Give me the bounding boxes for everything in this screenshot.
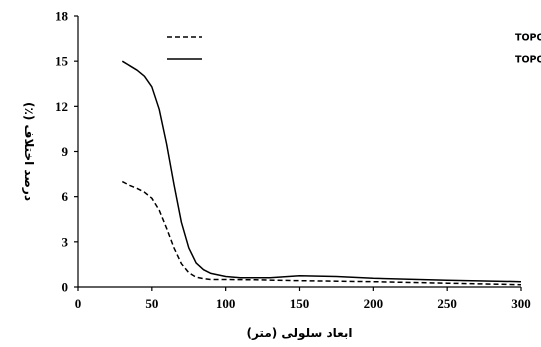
y-tick-label: 3 — [62, 234, 69, 249]
x-tick-label: 50 — [145, 296, 158, 311]
y-axis-title: درصد اختلاف (٪) — [22, 102, 36, 201]
x-tick-label: 200 — [364, 296, 384, 311]
x-tick-label: 150 — [290, 296, 310, 311]
series-line-aster — [121, 180, 522, 286]
x-tick-label: 300 — [511, 296, 531, 311]
x-tick-label: 250 — [437, 296, 457, 311]
y-tick-label: 15 — [55, 54, 69, 69]
y-tick-label: 9 — [62, 144, 69, 159]
y-tick-label: 18 — [55, 9, 69, 24]
x-axis-title: ابعاد سلولی (متر) — [246, 326, 352, 341]
x-tick-label: 100 — [216, 296, 236, 311]
legend-label: اختلاف بین متوسط ساخص توپوگرافی DEMهای S… — [515, 54, 541, 66]
series-layer — [121, 60, 522, 286]
y-tick-label: 0 — [62, 280, 69, 295]
legend: اختلاف بین متوسط ساخص توپوگرافی DEMهای A… — [167, 32, 541, 66]
y-tick-label: 12 — [55, 99, 68, 114]
x-tick-label: 0 — [75, 296, 82, 311]
x-axis-ticks: 0 50 100 150 200 250 300 — [75, 287, 531, 311]
y-axis-ticks: 0 3 6 9 12 15 18 — [55, 9, 78, 295]
y-tick-label: 6 — [62, 189, 69, 204]
legend-label: اختلاف بین متوسط ساخص توپوگرافی DEMهای A… — [515, 32, 541, 44]
series-line-srtm — [121, 60, 522, 283]
